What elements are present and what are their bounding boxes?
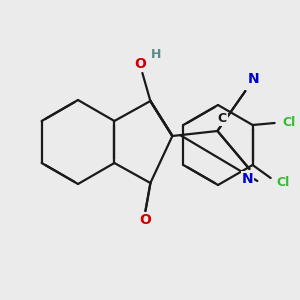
Text: H: H [151,49,162,62]
Text: N: N [248,72,259,86]
Text: Cl: Cl [282,116,295,130]
Text: O: O [140,213,151,227]
Text: C: C [218,112,227,125]
Text: Cl: Cl [276,176,289,190]
Text: O: O [134,57,146,71]
Text: N: N [242,172,253,186]
